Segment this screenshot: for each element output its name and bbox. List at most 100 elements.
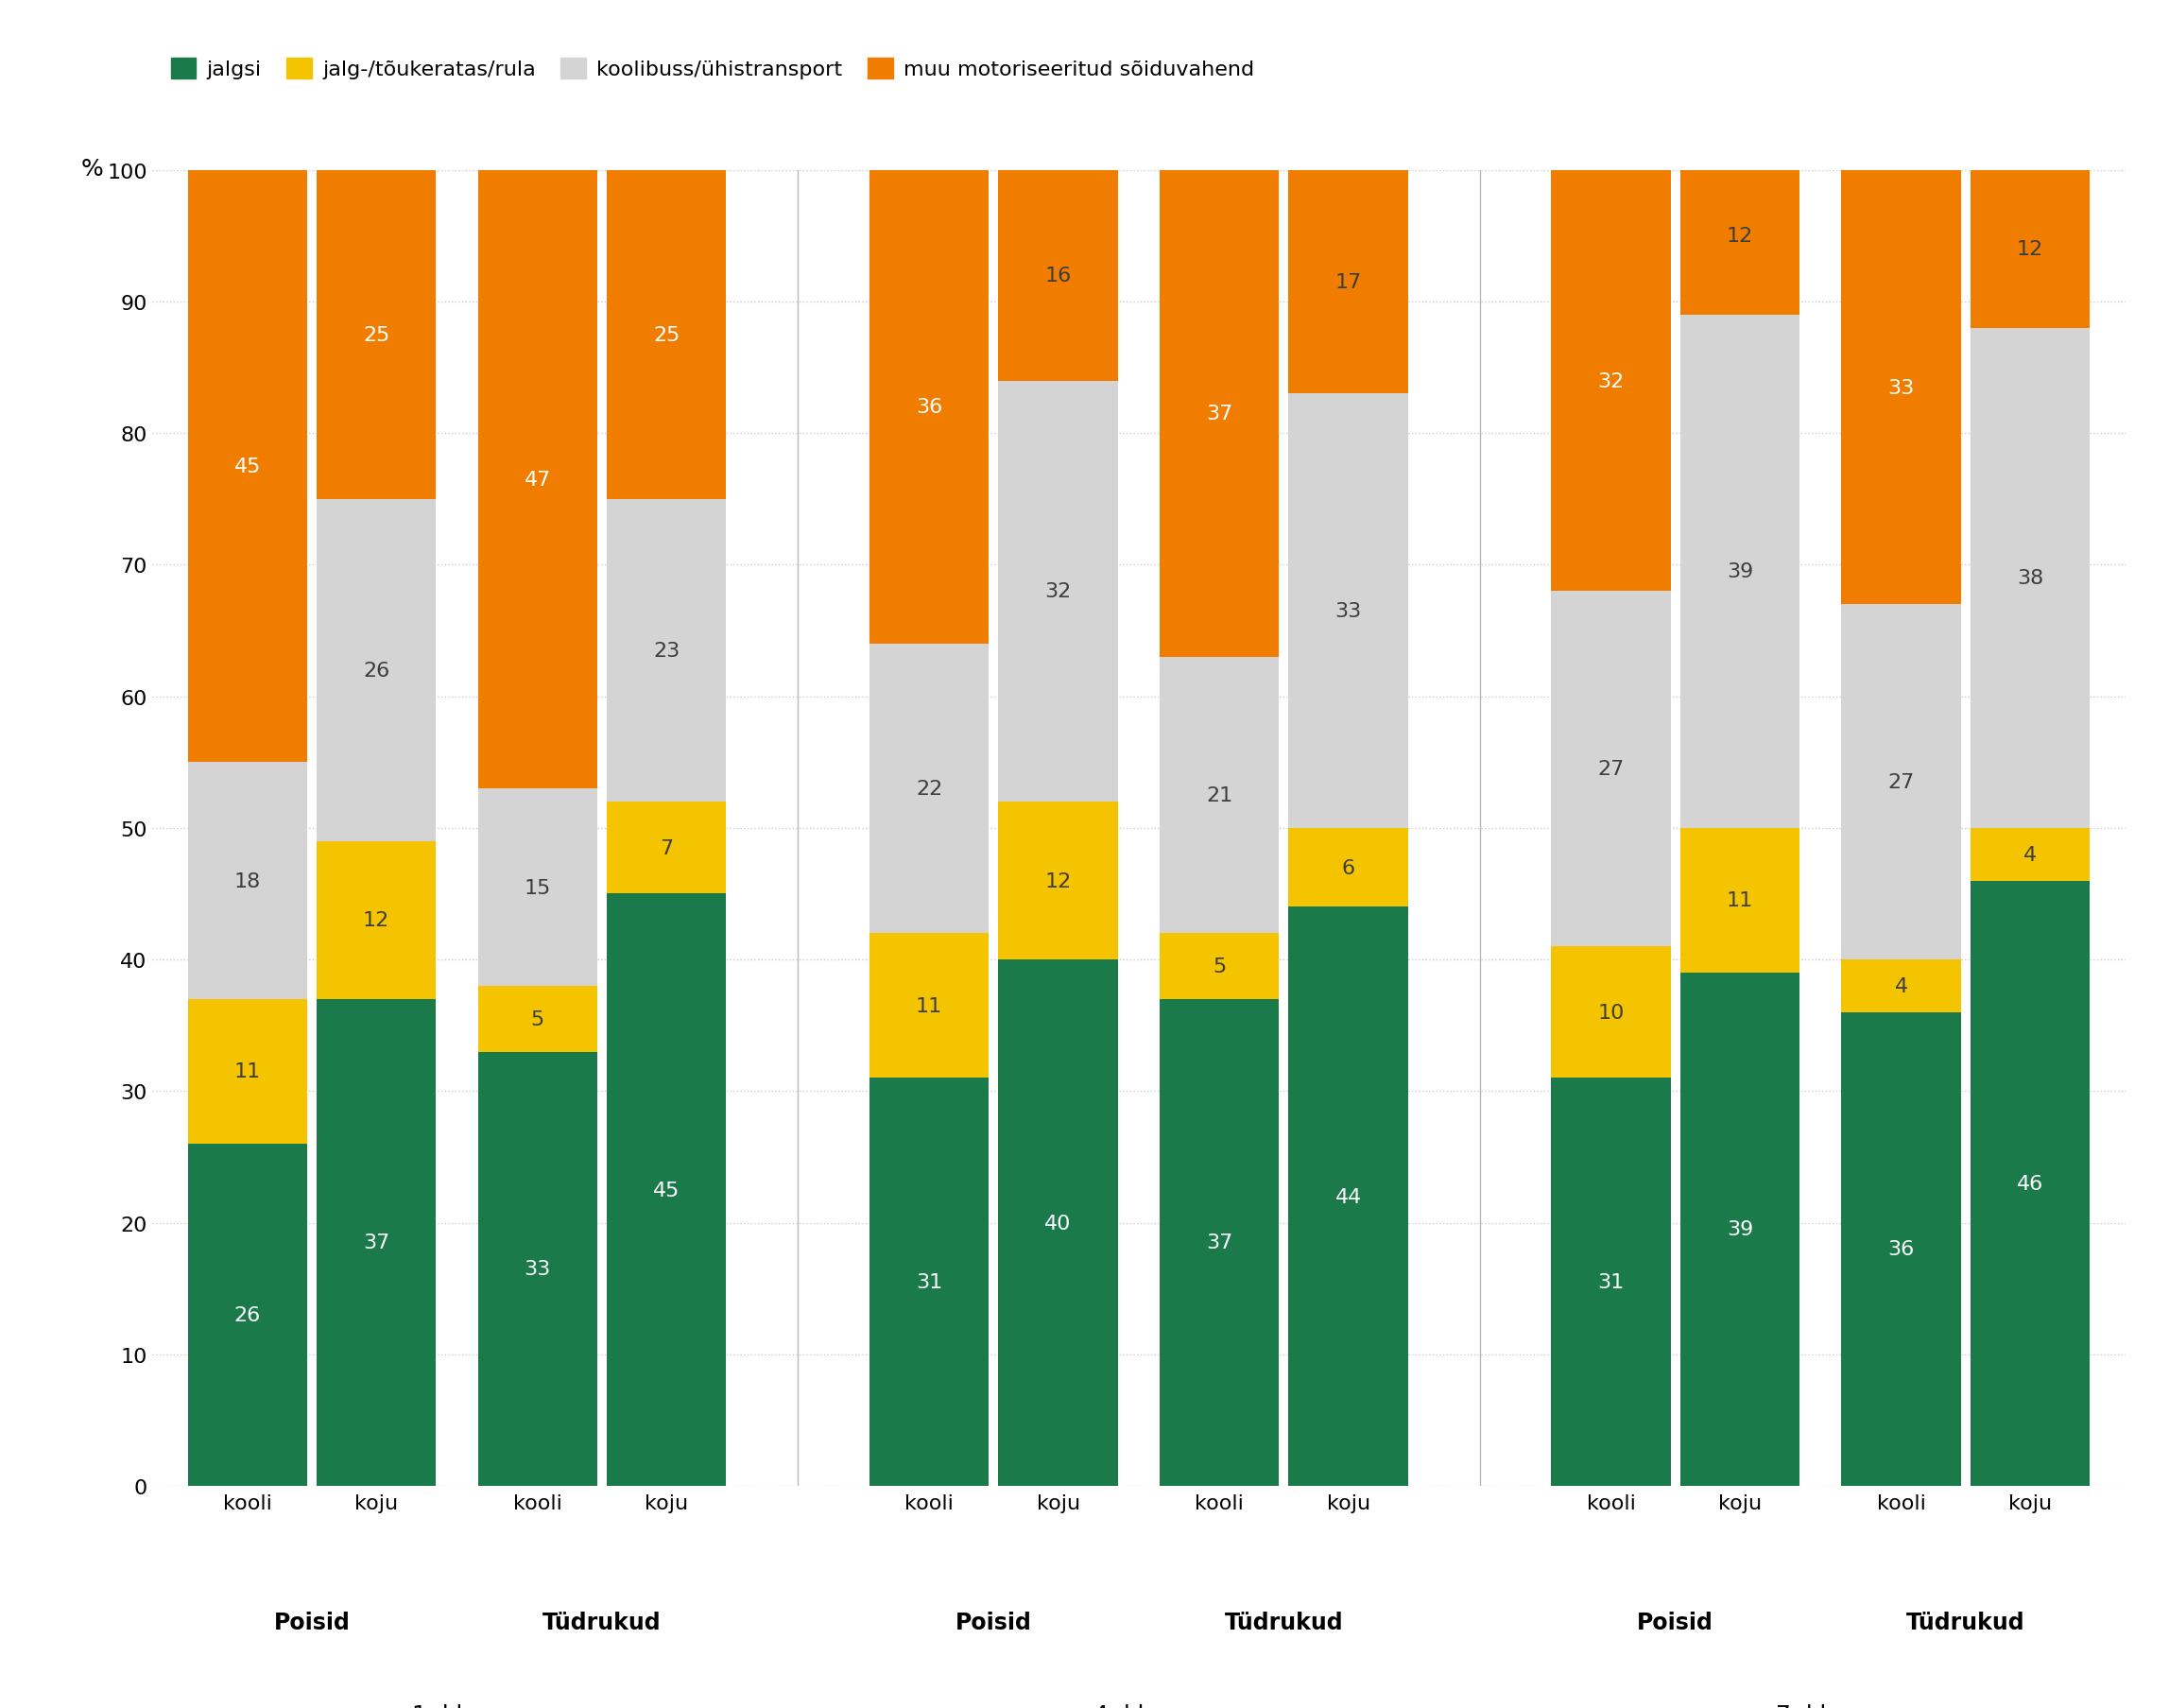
Text: 4. klass: 4. klass xyxy=(1093,1703,1184,1708)
Bar xyxy=(189,1144,308,1486)
Bar xyxy=(1160,999,1280,1486)
Bar xyxy=(1160,934,1280,999)
Bar xyxy=(1551,1078,1670,1486)
Text: 32: 32 xyxy=(1599,372,1625,391)
Bar xyxy=(477,986,596,1052)
Bar xyxy=(1681,157,1800,316)
Text: 40: 40 xyxy=(1045,1213,1071,1233)
Text: 5: 5 xyxy=(531,1009,544,1028)
Text: 27: 27 xyxy=(1599,760,1625,779)
Bar xyxy=(1841,605,1961,960)
Text: 46: 46 xyxy=(2017,1173,2043,1192)
Text: Tüdrukud: Tüdrukud xyxy=(1225,1611,1343,1633)
Bar xyxy=(870,171,989,644)
Bar xyxy=(1160,658,1280,934)
Text: 33: 33 xyxy=(525,1259,551,1278)
Bar xyxy=(1681,316,1800,828)
Text: Tüdrukud: Tüdrukud xyxy=(542,1611,662,1633)
Bar xyxy=(317,842,436,999)
Text: 6: 6 xyxy=(1343,859,1356,878)
Text: 32: 32 xyxy=(1045,582,1071,601)
Text: 31: 31 xyxy=(1599,1272,1625,1291)
Bar xyxy=(870,644,989,934)
Bar xyxy=(1681,828,1800,974)
Text: 23: 23 xyxy=(653,642,679,661)
Bar xyxy=(998,171,1117,381)
Text: 44: 44 xyxy=(1334,1187,1362,1206)
Bar xyxy=(1160,171,1280,658)
Text: 25: 25 xyxy=(362,326,390,345)
Text: 37: 37 xyxy=(1206,405,1232,424)
Text: 47: 47 xyxy=(525,470,551,488)
Bar xyxy=(1969,828,2089,881)
Bar xyxy=(607,499,727,803)
Text: 31: 31 xyxy=(915,1272,944,1291)
Legend: jalgsi, jalg-/tõukeratas/rula, koolibuss/ühistransport, muu motoriseeritud sõidu: jalgsi, jalg-/tõukeratas/rula, koolibuss… xyxy=(163,50,1262,89)
Bar xyxy=(189,171,308,762)
Text: 12: 12 xyxy=(362,910,390,929)
Bar xyxy=(1288,907,1408,1486)
Bar xyxy=(607,895,727,1486)
Text: 38: 38 xyxy=(2017,569,2043,588)
Text: 36: 36 xyxy=(1887,1240,1915,1259)
Text: 4: 4 xyxy=(2024,845,2037,864)
Text: 21: 21 xyxy=(1206,786,1232,804)
Text: 12: 12 xyxy=(1727,227,1753,246)
Text: 11: 11 xyxy=(915,996,944,1015)
Bar xyxy=(317,499,436,842)
Text: 26: 26 xyxy=(362,661,390,680)
Text: 17: 17 xyxy=(1334,273,1362,292)
Bar xyxy=(1841,960,1961,1013)
Bar xyxy=(317,171,436,499)
Bar xyxy=(1681,974,1800,1486)
Bar xyxy=(317,999,436,1486)
Bar xyxy=(1551,591,1670,946)
Bar xyxy=(607,171,727,499)
Bar xyxy=(1841,1013,1961,1486)
Text: 33: 33 xyxy=(1887,379,1915,398)
Bar xyxy=(477,171,596,789)
Bar xyxy=(998,381,1117,803)
Text: 11: 11 xyxy=(1727,892,1753,910)
Bar xyxy=(1288,828,1408,907)
Text: 25: 25 xyxy=(653,326,679,345)
Text: 12: 12 xyxy=(2017,241,2043,260)
Text: Poisid: Poisid xyxy=(1638,1611,1714,1633)
Bar xyxy=(189,762,308,999)
Text: 4: 4 xyxy=(1894,977,1909,996)
Bar xyxy=(1969,328,2089,828)
Y-axis label: %: % xyxy=(82,157,104,181)
Bar xyxy=(1288,171,1408,395)
Bar xyxy=(870,1078,989,1486)
Bar xyxy=(1841,171,1961,605)
Text: 37: 37 xyxy=(362,1233,390,1252)
Text: 10: 10 xyxy=(1599,1003,1625,1021)
Text: 18: 18 xyxy=(234,871,260,890)
Text: 39: 39 xyxy=(1727,562,1753,581)
Text: Poisid: Poisid xyxy=(273,1611,349,1633)
Bar xyxy=(477,1052,596,1486)
Bar xyxy=(998,960,1117,1486)
Text: 45: 45 xyxy=(234,458,260,477)
Bar xyxy=(477,789,596,986)
Bar xyxy=(870,934,989,1078)
Bar xyxy=(1551,946,1670,1078)
Text: 12: 12 xyxy=(1045,871,1071,890)
Text: 7: 7 xyxy=(659,839,672,857)
Text: 16: 16 xyxy=(1045,266,1071,285)
Text: 36: 36 xyxy=(915,398,944,417)
Bar xyxy=(1551,171,1670,591)
Bar xyxy=(607,803,727,895)
Text: 33: 33 xyxy=(1334,601,1362,620)
Bar xyxy=(189,999,308,1144)
Text: 15: 15 xyxy=(525,878,551,897)
Bar xyxy=(1969,171,2089,328)
Text: 5: 5 xyxy=(1212,956,1225,975)
Text: 11: 11 xyxy=(234,1062,260,1081)
Text: 22: 22 xyxy=(915,779,944,798)
Text: Poisid: Poisid xyxy=(954,1611,1032,1633)
Bar xyxy=(998,803,1117,960)
Text: 1. klass: 1. klass xyxy=(412,1703,501,1708)
Bar xyxy=(1969,881,2089,1486)
Text: 7. klass: 7. klass xyxy=(1776,1703,1865,1708)
